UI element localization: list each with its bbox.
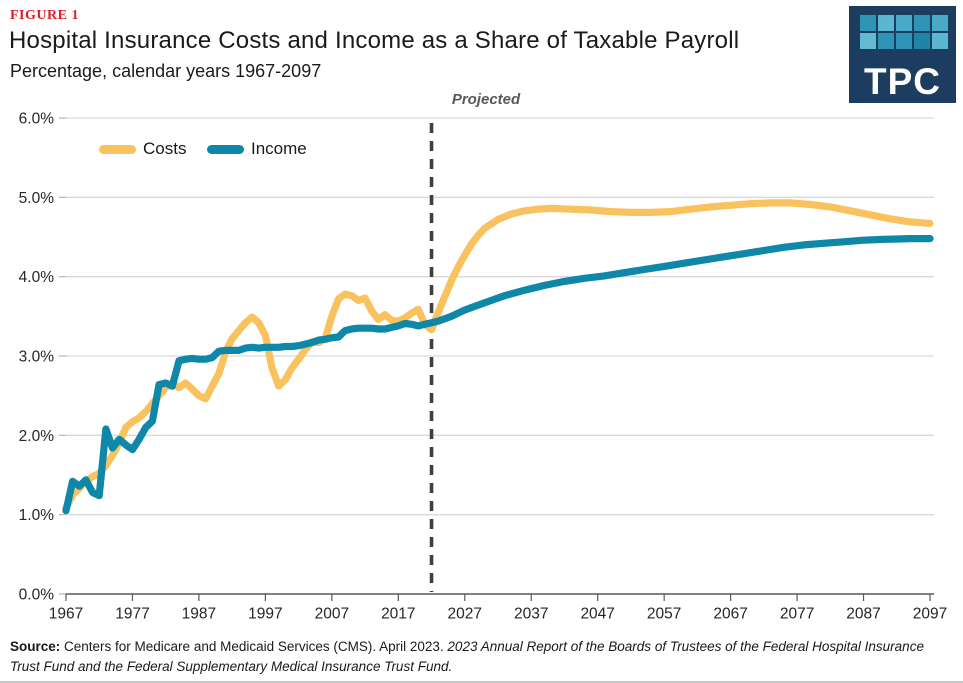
x-axis-label: 1977 [115, 605, 149, 622]
x-axis-label: 2057 [647, 605, 681, 622]
logo-tile [878, 15, 894, 31]
logo-tile [932, 15, 948, 31]
logo-tile [914, 15, 930, 31]
x-axis-label: 2087 [846, 605, 880, 622]
page-subtitle: Percentage, calendar years 1967-2097 [10, 61, 322, 81]
x-axis-label: 2077 [780, 605, 814, 622]
logo-tile [896, 15, 912, 31]
logo-tiles [860, 15, 948, 49]
legend-label-costs: Costs [143, 139, 187, 158]
series-line-costs [62, 199, 934, 512]
y-axis-label: 5.0% [19, 190, 55, 207]
x-axis-label: 2027 [448, 605, 482, 622]
legend-swatch-income [207, 144, 244, 154]
legend-item-income: Income [207, 139, 307, 159]
y-axis-label: 2.0% [19, 428, 55, 445]
x-axis-label: 2037 [514, 605, 548, 622]
y-axis-label: 1.0% [19, 507, 55, 524]
x-axis-label: 2047 [580, 605, 614, 622]
tpc-logo: TPC [849, 6, 956, 103]
projected-annotation: Projected [451, 91, 521, 108]
logo-tile [878, 33, 894, 49]
legend-item-costs: Costs [99, 139, 186, 159]
y-axis-label: 3.0% [19, 349, 55, 366]
logo-tile [860, 15, 876, 31]
source-citation: 2023 Annual Report of the Boards of Trus… [10, 639, 924, 675]
x-axis-label: 1997 [248, 605, 282, 622]
x-axis-label: 1967 [49, 605, 83, 622]
x-axis-label: 2097 [913, 605, 947, 622]
series-line-income [62, 235, 934, 515]
page-title: Hospital Insurance Costs and Income as a… [9, 27, 740, 54]
x-axis-label: 2017 [381, 605, 415, 622]
legend-label-income: Income [251, 139, 307, 158]
legend-swatch-costs [99, 144, 136, 154]
x-axis-label: 2007 [315, 605, 349, 622]
logo-tile [896, 33, 912, 49]
source-text: Centers for Medicare and Medicaid Servic… [60, 639, 448, 654]
logo-tile [860, 33, 876, 49]
source-note: Source: Centers for Medicare and Medicai… [10, 637, 956, 678]
x-axis-label: 1987 [182, 605, 216, 622]
logo-text: TPC [864, 61, 941, 102]
x-axis-label: 2067 [713, 605, 747, 622]
figure-label: FIGURE 1 [10, 8, 79, 23]
source-label: Source: [10, 639, 61, 654]
y-axis-label: 0.0% [19, 587, 55, 604]
logo-tile [932, 33, 948, 49]
logo-tile [914, 33, 930, 49]
y-axis-label: 4.0% [19, 269, 55, 286]
y-axis-label: 6.0% [19, 111, 55, 128]
